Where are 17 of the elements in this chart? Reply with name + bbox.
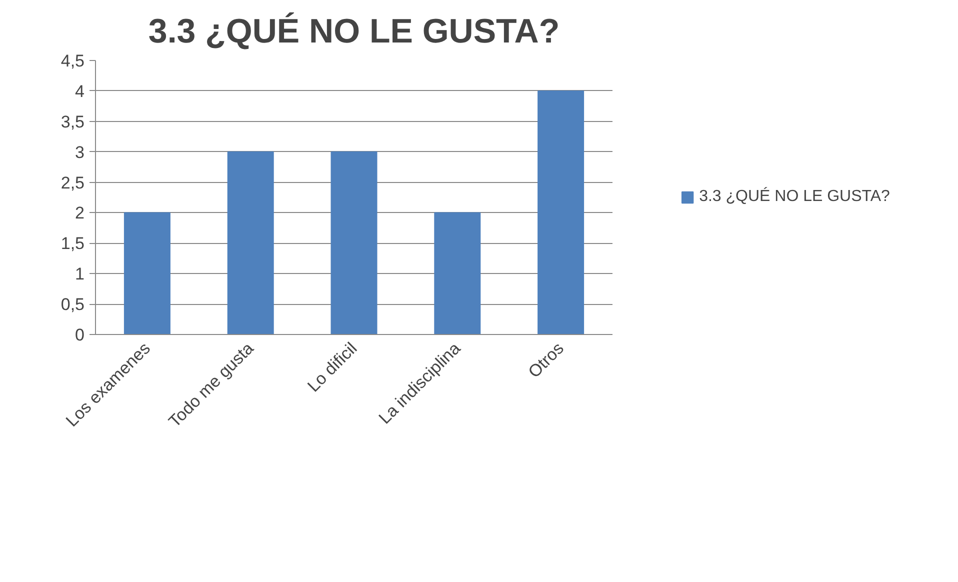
- y-tick-label: 2,5: [60, 173, 85, 192]
- bar: [330, 151, 378, 334]
- y-tick-label: 0: [75, 326, 85, 344]
- bar: [538, 90, 584, 334]
- legend-label: 3.3 ¿QUÉ NO LE GUSTA?: [699, 188, 890, 206]
- y-tick-label: 4,5: [60, 52, 85, 70]
- y-tick-label: 4: [75, 82, 85, 101]
- chart-title: 3.3 ¿QUÉ NO LE GUSTA?: [148, 12, 560, 50]
- y-tick-label: 2: [75, 204, 85, 223]
- y-tick-label: 3: [75, 142, 85, 162]
- y-tick-label: 1: [75, 264, 85, 284]
- y-tick-label: 0,5: [60, 295, 85, 314]
- y-tick-label: 3,5: [60, 112, 85, 132]
- bar: [124, 212, 170, 334]
- bar: [227, 151, 274, 334]
- bar: [434, 212, 481, 334]
- y-tick-label: 1,5: [60, 234, 85, 254]
